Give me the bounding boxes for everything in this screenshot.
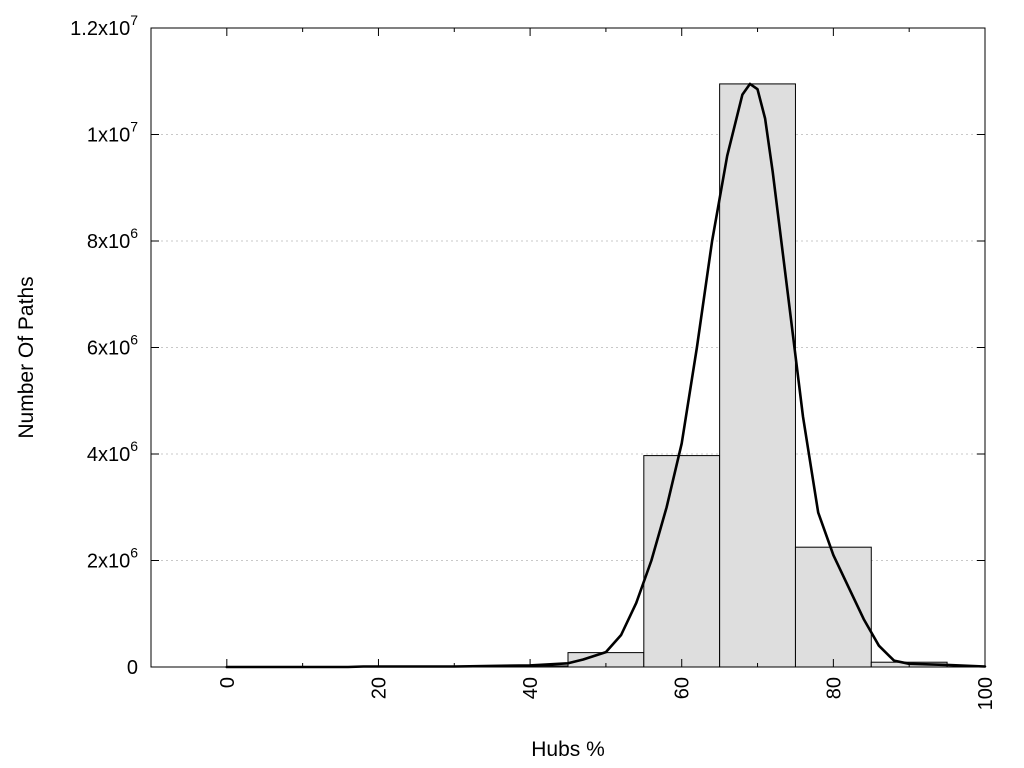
y-tick-exp-1: 6 xyxy=(130,545,138,561)
y-tick-label-0: 0 xyxy=(127,657,138,679)
y-tick-exp-5: 7 xyxy=(130,119,138,135)
x-axis-title: Hubs % xyxy=(531,738,605,761)
y-tick-base-2: 4x10 xyxy=(87,444,130,466)
y-tick-label-5: 1x107 xyxy=(87,119,138,147)
y-tick-exp-3: 6 xyxy=(130,332,138,348)
y-tick-label-2: 4x106 xyxy=(87,438,138,466)
y-tick-base-1: 2x10 xyxy=(87,551,130,573)
x-tick-label-100: 100 xyxy=(975,677,997,710)
bars xyxy=(226,83,948,668)
y-tick-base-3: 6x10 xyxy=(87,338,130,360)
y-tick-label-4: 8x106 xyxy=(87,225,138,253)
x-tick-label-80: 80 xyxy=(823,677,845,699)
y-tick-label-3: 6x106 xyxy=(87,332,138,360)
y-tick-label-1: 2x106 xyxy=(87,545,138,573)
y-tick-base-4: 8x10 xyxy=(87,231,130,253)
y-tick-exp-2: 6 xyxy=(130,438,138,454)
x-tick-label-0: 0 xyxy=(217,677,239,688)
bar-7 xyxy=(719,83,796,668)
x-tick-label-60: 60 xyxy=(672,677,694,699)
density-curve xyxy=(225,82,987,669)
bar-8 xyxy=(794,546,872,668)
x-tick-labels: 0 20 40 60 80 100 xyxy=(217,677,997,710)
y-tick-base-0: 0 xyxy=(127,657,138,679)
y-tick-exp-6: 7 xyxy=(130,12,138,28)
y-tick-base-5: 1x10 xyxy=(87,125,130,147)
x-tick-label-20: 20 xyxy=(368,677,390,699)
y-tick-label-6: 1.2x107 xyxy=(70,12,138,40)
y-tick-base-6: 1.2x10 xyxy=(70,18,130,40)
axis-ticks xyxy=(151,27,986,668)
x-tick-label-40: 40 xyxy=(520,677,542,699)
y-axis-title: Number Of Paths xyxy=(15,276,38,438)
bar-6 xyxy=(643,455,721,668)
y-tick-exp-4: 6 xyxy=(130,225,138,241)
grid-lines xyxy=(151,134,985,561)
density-curve-line xyxy=(225,82,987,669)
